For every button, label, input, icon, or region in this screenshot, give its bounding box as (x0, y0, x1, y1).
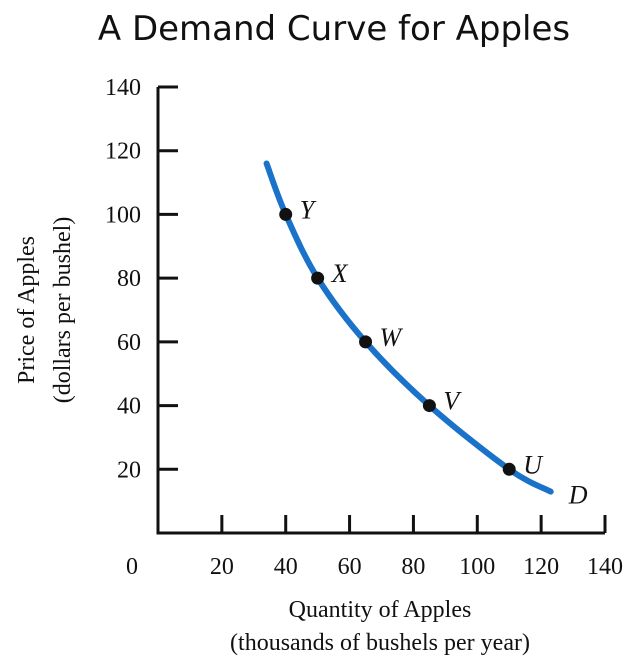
point-label: U (523, 450, 544, 479)
x-tick-label: 80 (401, 554, 425, 580)
axis-lines (156, 87, 605, 535)
series-label: D (568, 481, 588, 510)
x-tick-label: 140 (587, 554, 623, 580)
y-tick-label: 120 (105, 139, 141, 165)
point-label: V (443, 387, 462, 416)
data-point (422, 399, 436, 413)
y-axis-label: Price of Apples (14, 236, 40, 384)
x-tick-label: 120 (523, 554, 559, 580)
y-tick-label: 140 (105, 75, 141, 101)
x-tick-label: 100 (459, 554, 495, 580)
x-tick-label: 60 (338, 554, 362, 580)
data-point (279, 207, 293, 221)
y-tick-label: 100 (105, 202, 141, 228)
point-label: Y (300, 195, 317, 224)
y-tick-label: 80 (117, 266, 141, 292)
data-point (502, 462, 516, 476)
data-point (311, 271, 325, 285)
x-tick-label: 40 (274, 554, 298, 580)
labels-layer: Quantity of Apples (thousands of bushels … (14, 195, 588, 656)
chart-title: A Demand Curve for Apples (98, 9, 570, 49)
x-axis-sublabel: (thousands of bushels per year) (230, 630, 530, 656)
point-label: X (331, 259, 349, 288)
y-axis-sublabel: (dollars per bushel) (50, 217, 76, 404)
axes (156, 87, 605, 535)
ticks: 20 40 60 80 100 120 140 20 40 60 80 100 120 140 0 (105, 75, 623, 580)
origin-label: 0 (126, 554, 138, 580)
data-point (359, 335, 373, 349)
x-tick-label: 20 (210, 554, 234, 580)
x-axis-label: Quantity of Apples (289, 597, 472, 623)
point-label: W (380, 323, 404, 352)
y-tick-label: 60 (117, 330, 141, 356)
y-tick-label: 40 (117, 394, 141, 420)
points-layer (279, 207, 516, 476)
y-tick-label: 20 (117, 457, 141, 483)
